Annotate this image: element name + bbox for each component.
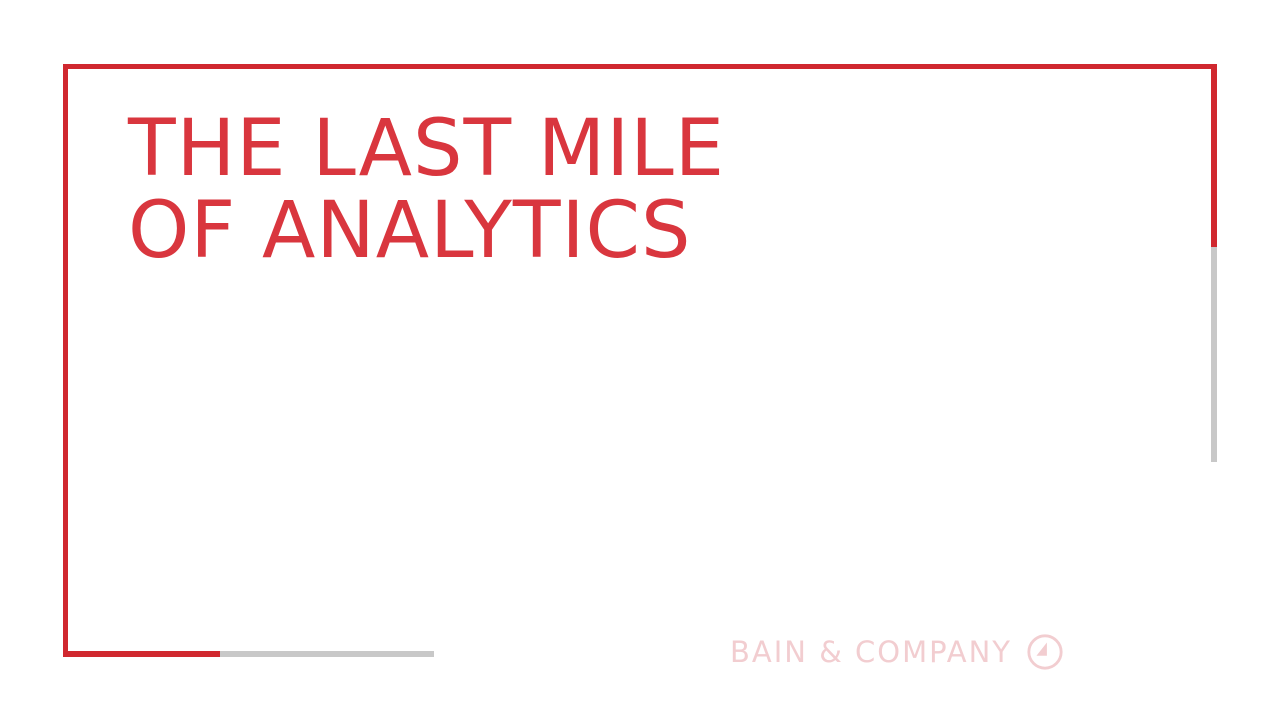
frame-right-red-line <box>1211 64 1217 247</box>
bain-compass-icon <box>1027 634 1063 670</box>
frame-bottom-red-line <box>63 651 220 657</box>
brand-name: BAIN & COMPANY <box>730 635 1013 669</box>
title-line-2: OF ANALYTICS <box>128 186 692 276</box>
frame-left-line <box>63 64 68 657</box>
slide-title: THE LAST MILE OF ANALYTICS <box>128 108 725 272</box>
frame-bottom-gray-line <box>220 651 434 657</box>
brand-logo: BAIN & COMPANY <box>730 632 1064 672</box>
title-line-1: THE LAST MILE <box>128 104 725 194</box>
frame-top-line <box>63 64 1217 69</box>
frame-right-gray-line <box>1211 247 1217 462</box>
